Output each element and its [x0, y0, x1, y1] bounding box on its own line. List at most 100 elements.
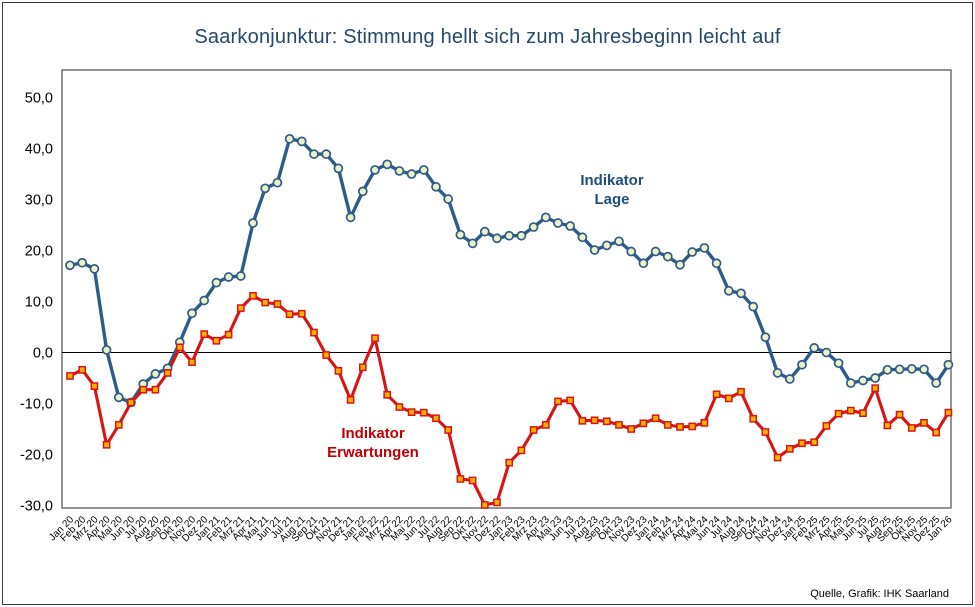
erwartungen-marker [541, 421, 550, 429]
erwartungen-marker [383, 390, 392, 399]
lage-marker [894, 364, 905, 375]
y-axis-label: -10,0 [20, 396, 53, 412]
erwartungen-marker [932, 428, 941, 437]
lage-marker [882, 364, 893, 375]
y-axis-label: -20,0 [20, 447, 53, 463]
label-lage-line1: Indikator [580, 172, 644, 189]
erwartungen-marker [261, 298, 270, 307]
erwartungen-marker [554, 397, 562, 406]
label-erwartungen-line1: Indikator [341, 425, 405, 442]
erwartungen-marker [322, 351, 331, 359]
lage-marker [931, 378, 942, 388]
lage-marker [418, 165, 429, 175]
erwartungen-marker [505, 458, 514, 467]
lage-marker [223, 272, 234, 282]
lage-marker [662, 251, 673, 262]
y-axis-label: 40,0 [25, 142, 53, 158]
erwartungen-marker [810, 438, 819, 447]
erwartungen-marker [724, 394, 733, 403]
erwartungen-marker [615, 421, 623, 429]
erwartungen-marker [578, 416, 587, 425]
label-erwartungen-line2: Erwartungen [327, 444, 419, 461]
lage-marker [760, 332, 771, 343]
lage-marker [601, 240, 612, 251]
y-axis-label: 10,0 [25, 294, 53, 310]
erwartungen-marker [212, 336, 221, 345]
y-axis-label: 50,0 [25, 91, 53, 107]
erwartungen-marker [346, 396, 355, 404]
lage-marker [443, 194, 454, 204]
lage-marker [943, 359, 954, 370]
lage-marker [272, 177, 283, 188]
erwartungen-marker [407, 408, 416, 416]
lage-marker [784, 374, 795, 384]
erwartungen-marker [676, 423, 684, 431]
lage-marker [675, 259, 685, 270]
source-caption: Quelle, Grafik: IHK Saarland [810, 588, 949, 600]
lage-marker [516, 230, 527, 241]
lage-marker [833, 358, 844, 369]
lage-marker [260, 183, 271, 194]
erwartungen-marker [566, 396, 575, 405]
lage-marker [540, 212, 551, 223]
erwartungen-marker [358, 363, 367, 372]
erwartungen-marker [456, 475, 465, 483]
lage-marker [687, 247, 698, 257]
lage-marker [919, 364, 929, 375]
erwartungen-marker [761, 428, 770, 436]
erwartungen-marker [639, 419, 648, 428]
erwartungen-marker [944, 408, 953, 417]
lage-marker [89, 264, 100, 274]
lage-marker [406, 169, 417, 179]
lage-marker [199, 295, 210, 306]
lage-marker [333, 163, 344, 174]
lage-marker [357, 186, 368, 197]
lage-marker [101, 345, 112, 355]
lage-marker [528, 222, 539, 232]
erwartungen-marker [651, 414, 660, 423]
erwartungen-marker [688, 422, 697, 431]
erwartungen-marker [883, 421, 892, 430]
lage-marker [614, 236, 624, 247]
lage-marker [553, 218, 563, 228]
erwartungen-marker [200, 330, 209, 338]
erwartungen-marker [834, 409, 843, 418]
lage-marker [809, 343, 820, 353]
lage-marker [309, 149, 319, 159]
erwartungen-marker [700, 418, 709, 427]
lage-marker [235, 271, 246, 281]
erwartungen-marker [480, 501, 489, 509]
erwartungen-marker [127, 398, 135, 407]
label-indikator-lage: Indikator Lage [512, 171, 712, 209]
lage-marker [321, 149, 332, 159]
erwartungen-marker [602, 417, 611, 426]
erwartungen-marker [334, 366, 343, 375]
erwartungen-marker [139, 385, 148, 394]
lage-marker [382, 159, 393, 170]
lage-marker [492, 233, 502, 244]
lage-marker [699, 243, 710, 253]
erwartungen-marker [517, 446, 526, 455]
chart-title: Saarkonjunktur: Stimmung hellt sich zum … [194, 26, 781, 48]
erwartungen-marker [188, 358, 196, 367]
erwartungen-marker [627, 425, 636, 433]
lage-marker [296, 136, 307, 147]
lage-marker [455, 229, 466, 240]
erwartungen-marker [785, 445, 794, 453]
erwartungen-marker [493, 498, 501, 507]
y-axis-label: -30,0 [20, 498, 53, 514]
y-axis-label: 0,0 [33, 345, 53, 361]
erwartungen-marker [444, 426, 453, 434]
lage-marker [467, 238, 478, 249]
lage-marker [711, 258, 722, 269]
erwartungen-marker [90, 382, 99, 390]
lage-marker [821, 347, 832, 358]
erwartungen-marker [249, 292, 257, 300]
lage-marker [626, 246, 637, 257]
erwartungen-marker [102, 440, 111, 449]
erwartungen-marker [114, 421, 123, 429]
erwartungen-marker [151, 385, 160, 394]
lage-marker [150, 369, 161, 379]
label-lage-line2: Lage [594, 191, 630, 208]
erwartungen-marker [273, 300, 282, 308]
